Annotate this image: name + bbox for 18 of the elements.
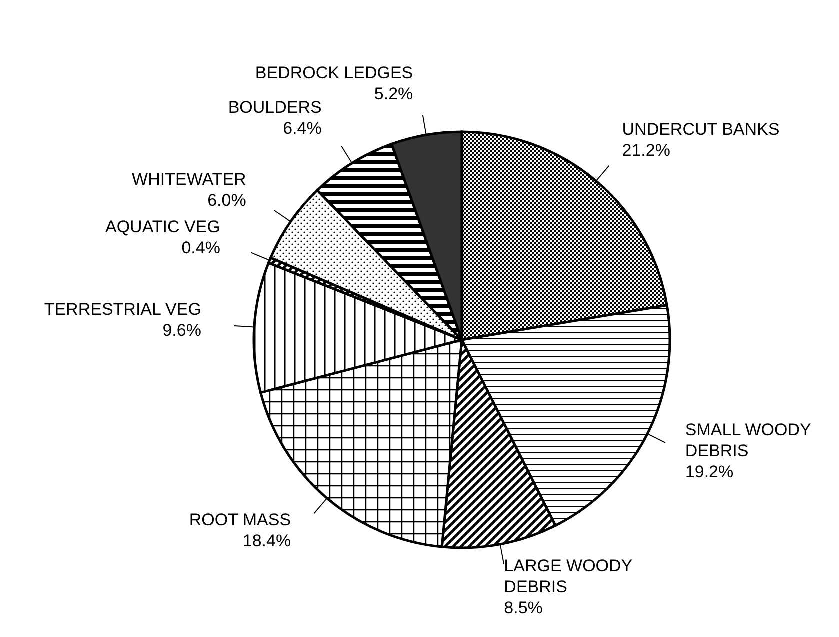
data-label: 5.2% bbox=[374, 84, 414, 104]
slice-label: WHITEWATER bbox=[132, 170, 246, 190]
slice-label: ROOT MASS bbox=[189, 510, 292, 530]
slice-label: TERRESTRIAL VEG bbox=[44, 300, 202, 319]
data-label: 21.2% bbox=[622, 141, 670, 160]
data-label: 0.4% bbox=[182, 238, 220, 258]
data-label: 6.0% bbox=[208, 191, 246, 210]
slice-label: SMALL WOODY DEBRIS bbox=[685, 420, 812, 461]
data-label: 8.5% bbox=[504, 598, 543, 618]
slice-label: BOULDERS bbox=[228, 98, 322, 118]
data-label: 19.2% bbox=[685, 462, 734, 482]
data-label: 18.4% bbox=[242, 531, 292, 550]
slice-label: UNDERCUT BANKS bbox=[622, 120, 780, 139]
slice-label: BEDROCK LEDGES bbox=[255, 63, 414, 82]
data-label: 9.6% bbox=[162, 320, 202, 340]
slice-label: AQUATIC VEG bbox=[106, 218, 220, 237]
slice-label: LARGE WOODY DEBRIS bbox=[504, 556, 633, 597]
data-label: 6.4% bbox=[283, 119, 322, 138]
